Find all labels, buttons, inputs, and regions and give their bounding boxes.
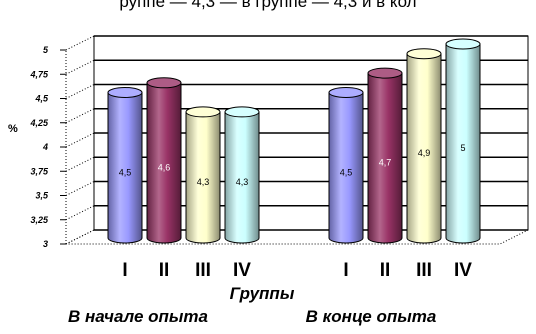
bar-0-3 bbox=[224, 111, 260, 244]
x-tick-label: III bbox=[416, 260, 432, 281]
y-tick-label: 3,5 bbox=[35, 191, 49, 201]
y-axis-label: % bbox=[8, 123, 18, 135]
x-tick-label: I bbox=[122, 260, 127, 281]
x-tick-label: IV bbox=[454, 260, 472, 281]
x-tick-label: I bbox=[343, 260, 348, 281]
bar-top-1-2 bbox=[406, 48, 442, 60]
x-axis-label: Группы bbox=[230, 284, 295, 303]
side-gridline bbox=[65, 59, 95, 75]
bar-top-0-0 bbox=[107, 87, 143, 98]
bar-top-0-2 bbox=[185, 106, 221, 118]
bar-top-1-3 bbox=[445, 38, 481, 50]
bar-top-1-0 bbox=[328, 87, 364, 98]
y-tick-label: 4,5 bbox=[34, 94, 49, 104]
bar-0-1 bbox=[146, 82, 182, 244]
bar-top-0-3 bbox=[224, 106, 260, 118]
side-gridline bbox=[65, 132, 95, 148]
side-gridline bbox=[65, 108, 95, 124]
bar-1-2 bbox=[406, 53, 442, 244]
x-tick-label: IV bbox=[233, 260, 251, 281]
group-label-start: В начале опыта bbox=[68, 307, 208, 326]
y-tick-label: 4 bbox=[42, 142, 48, 152]
bar-value-label: 4,3 bbox=[197, 177, 210, 187]
x-tick-label: II bbox=[159, 260, 170, 281]
top-text: руппе — 4,3 — в группе — 4,3 и в кол bbox=[119, 0, 417, 11]
bar-value-label: 4,9 bbox=[418, 148, 431, 158]
group-label-end: В конце опыта bbox=[306, 307, 437, 326]
x-tick-label: III bbox=[195, 260, 211, 281]
y-tick-label: 4,75 bbox=[29, 69, 49, 79]
bar-1-1 bbox=[367, 72, 403, 244]
bar-top-1-1 bbox=[367, 67, 403, 79]
bar-value-label: 5 bbox=[460, 143, 465, 153]
side-gridline bbox=[65, 84, 95, 99]
side-gridline bbox=[65, 35, 95, 51]
y-tick-label: 3,25 bbox=[30, 215, 49, 225]
bar-0-0 bbox=[107, 92, 143, 244]
bar-top-0-1 bbox=[146, 77, 182, 89]
bar-1-0 bbox=[328, 92, 364, 244]
side-gridline bbox=[65, 156, 95, 172]
y-tick-label: 3,75 bbox=[30, 166, 49, 176]
bar-value-label: 4,5 bbox=[119, 167, 132, 177]
bar-1-3 bbox=[445, 43, 481, 244]
side-gridline bbox=[65, 181, 95, 196]
side-gridline bbox=[65, 229, 95, 245]
bar-value-label: 4,3 bbox=[236, 177, 249, 187]
x-tick-label: II bbox=[380, 260, 391, 281]
bar-0-2 bbox=[185, 111, 221, 244]
y-tick-label: 4,25 bbox=[29, 118, 49, 128]
y-tick-label: 5 bbox=[43, 45, 49, 55]
bar-value-label: 4,7 bbox=[379, 158, 392, 168]
bar-value-label: 4,5 bbox=[340, 167, 353, 177]
y-tick-label: 3 bbox=[43, 239, 48, 249]
side-gridline bbox=[65, 205, 95, 221]
bar-value-label: 4,6 bbox=[158, 162, 171, 172]
